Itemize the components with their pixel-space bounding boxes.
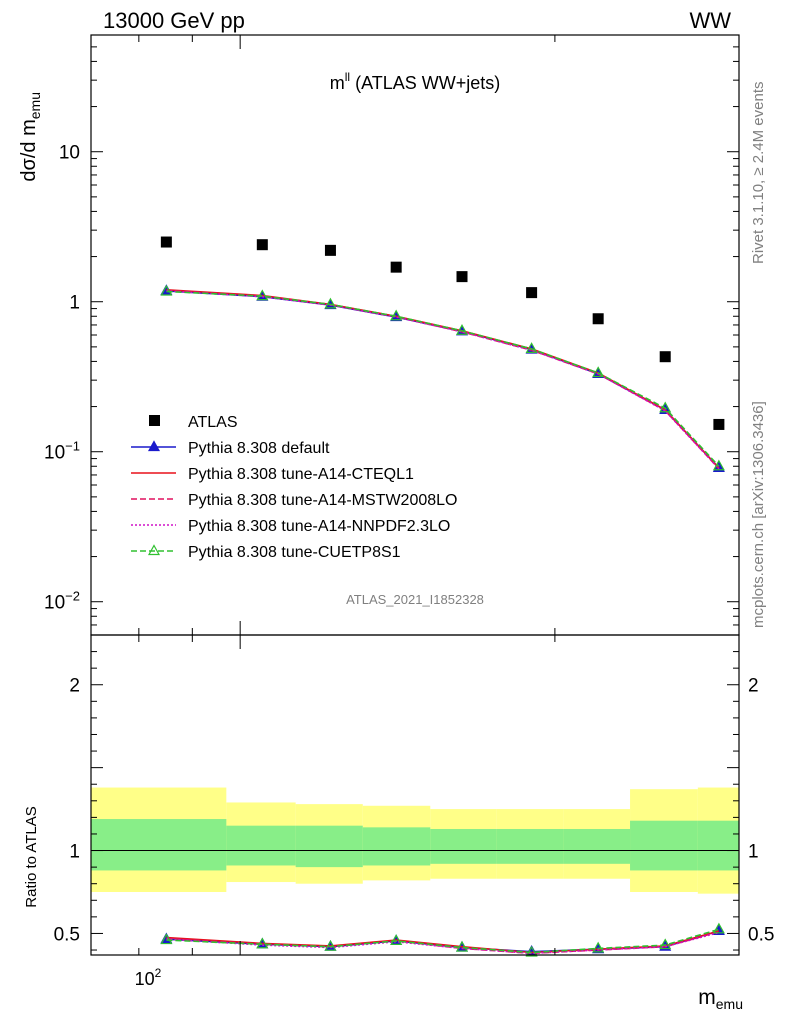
main-marker-series-4-1 xyxy=(256,289,269,301)
ratio-marker-series-4-4 xyxy=(455,940,469,952)
ratio-line-series-3 xyxy=(166,931,720,955)
y-axis-label-sub: emu xyxy=(27,92,43,119)
ratio-marker-series-4-2 xyxy=(324,939,337,951)
y-tick-label-base: 10 xyxy=(44,443,65,464)
x-tick-label-exp: 2 xyxy=(155,966,162,980)
ratio-tick-label-right-2: 0.5 xyxy=(748,924,774,945)
data-point-5 xyxy=(526,287,538,299)
analysis-id: ATLAS_2021_I1852328 xyxy=(346,592,484,607)
band-green-7 xyxy=(630,820,698,871)
band-green-0 xyxy=(91,819,227,871)
main-line-series-3 xyxy=(166,290,720,470)
y-tick-label-base: 10 xyxy=(59,143,80,164)
legend-label-1: Pythia 8.308 tune-A14-CTEQL1 xyxy=(188,466,414,483)
y-tick-label-0: 10 xyxy=(59,143,80,164)
plot-title-main: m xyxy=(330,73,345,93)
band-green-8 xyxy=(697,820,739,871)
legend-marker-4 xyxy=(147,544,161,556)
legend-label-2: Pythia 8.308 tune-A14-MSTW2008LO xyxy=(188,492,457,509)
main-marker-series-4-2 xyxy=(324,297,337,309)
header-left: 13000 GeV pp xyxy=(103,8,245,33)
data-point-0 xyxy=(160,236,172,248)
ratio-marker-series-4-6 xyxy=(592,941,605,953)
band-green-4 xyxy=(430,828,497,864)
legend-label-4: Pythia 8.308 tune-CUETP8S1 xyxy=(188,544,401,561)
ratio-marker-series-4-8 xyxy=(712,922,725,934)
y-tick-label-2: 10−1 xyxy=(44,439,80,464)
legend: ATLAS Pythia 8.308 default Pythia 8.308 tu… xyxy=(131,414,457,561)
ratio-tick-label-left-2: 0.5 xyxy=(54,924,80,945)
legend-marker-atlas xyxy=(149,415,160,426)
y-tick-label-base: 1 xyxy=(69,293,80,314)
ratio-tick-label-left-0: 2 xyxy=(69,676,80,697)
y-tick-label-exp: −1 xyxy=(65,439,80,454)
ratio-tick-label-right-0: 2 xyxy=(748,676,759,697)
ratio-line-series-4 xyxy=(166,928,720,954)
ratio-y-axis-label: Ratio to ATLAS xyxy=(23,806,40,907)
rivet-label: Rivet 3.1.10, ≥ 2.4M events xyxy=(750,82,767,265)
band-green-6 xyxy=(563,828,631,864)
ratio-marker-series-4-1 xyxy=(256,937,269,949)
ratio-line-series-1 xyxy=(166,930,720,954)
data-point-3 xyxy=(390,261,402,273)
legend-marker-0 xyxy=(147,440,161,452)
main-marker-series-4-0 xyxy=(160,284,173,296)
plot-title-rest: (ATLAS WW+jets) xyxy=(350,73,500,93)
ratio-marker-series-4-7 xyxy=(659,938,672,950)
ratio-marker-series-4-5 xyxy=(525,945,538,957)
x-axis-label: memu xyxy=(698,986,743,1012)
legend-label-atlas: ATLAS xyxy=(188,414,238,431)
main-marker-series-4-5 xyxy=(525,342,538,353)
atlas-data-points xyxy=(160,236,725,430)
main-marker-series-4-3 xyxy=(390,309,403,321)
ratio-uncertainty-bands xyxy=(91,787,739,894)
band-green-2 xyxy=(295,825,363,868)
data-point-6 xyxy=(592,313,604,325)
legend-label-3: Pythia 8.308 tune-A14-NNPDF2.3LO xyxy=(188,518,450,535)
band-green-5 xyxy=(496,828,564,864)
data-point-7 xyxy=(659,351,671,363)
ratio-panel-series xyxy=(160,922,725,957)
main-panel-series xyxy=(160,284,725,473)
data-point-4 xyxy=(456,271,468,283)
band-green-1 xyxy=(226,825,296,866)
plot-title: mll (ATLAS WW+jets) xyxy=(330,70,501,93)
main-panel-bg xyxy=(91,35,739,635)
y-tick-label-1: 1 xyxy=(69,293,80,314)
x-tick-label-100: 102 xyxy=(135,966,162,989)
y-tick-label-base: 10 xyxy=(44,593,65,614)
y-axis-label: dσ/d memu xyxy=(18,92,43,182)
header-right: WW xyxy=(689,8,731,33)
plot-title-sup: ll xyxy=(345,70,350,84)
main-marker-series-4-4 xyxy=(455,324,469,335)
y-axis-label-main: dσ/d m xyxy=(18,119,40,181)
main-marker-series-4-7 xyxy=(659,401,672,413)
x-axis-label-main: m xyxy=(698,986,716,1009)
y-tick-label-exp: −2 xyxy=(65,589,80,604)
x-axis-label-sub: emu xyxy=(716,996,743,1012)
data-point-2 xyxy=(324,244,336,256)
ratio-tick-label-left-1: 1 xyxy=(69,842,80,863)
y-tick-label-3: 10−2 xyxy=(44,589,80,614)
ratio-marker-series-4-0 xyxy=(160,933,173,945)
main-marker-series-4-6 xyxy=(592,366,605,378)
band-green-3 xyxy=(362,827,431,866)
main-line-series-4 xyxy=(166,290,720,467)
ratio-marker-series-4-3 xyxy=(390,934,403,946)
x-tick-label-base: 10 xyxy=(135,969,155,989)
ratio-panel-frame xyxy=(90,634,740,956)
mcplots-label: mcplots.cern.ch [arXiv:1306.3436] xyxy=(750,401,767,628)
ratio-tick-label-right-1: 1 xyxy=(748,842,759,863)
main-marker-series-4-8 xyxy=(712,459,725,471)
data-point-8 xyxy=(713,418,725,430)
data-point-1 xyxy=(256,239,268,251)
legend-label-0: Pythia 8.308 default xyxy=(188,440,330,457)
